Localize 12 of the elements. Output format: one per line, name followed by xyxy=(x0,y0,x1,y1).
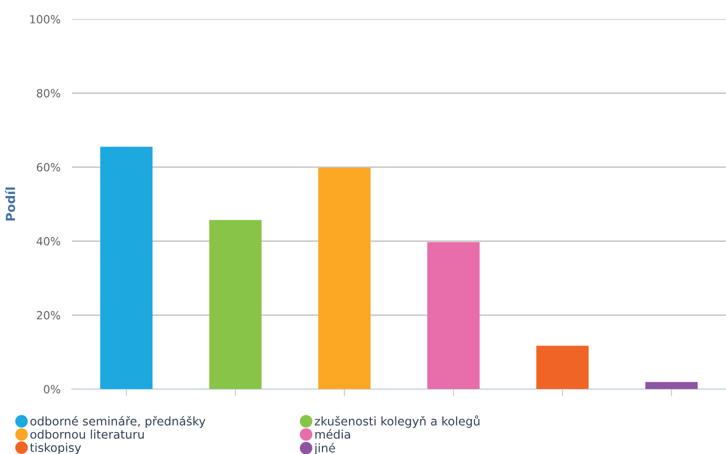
y-tick-label: 20% xyxy=(36,311,60,320)
legend-label: tiskopisy xyxy=(30,442,82,454)
legend-label: média xyxy=(315,429,350,439)
y-tick-label: 40% xyxy=(36,237,60,246)
y-tick-label: 80% xyxy=(36,89,60,98)
legend-label: odbornou literaturu xyxy=(30,430,144,439)
y-axis-title: Podíl xyxy=(4,187,16,221)
y-tick-label: 0% xyxy=(44,385,60,394)
y-tick-label: 100% xyxy=(30,15,60,24)
y-tick-label: 60% xyxy=(36,163,60,172)
legend-label: zkušenosti kolegyň a kolegů xyxy=(314,415,480,428)
legend-label: odborné semináře, přednášky xyxy=(30,416,206,428)
